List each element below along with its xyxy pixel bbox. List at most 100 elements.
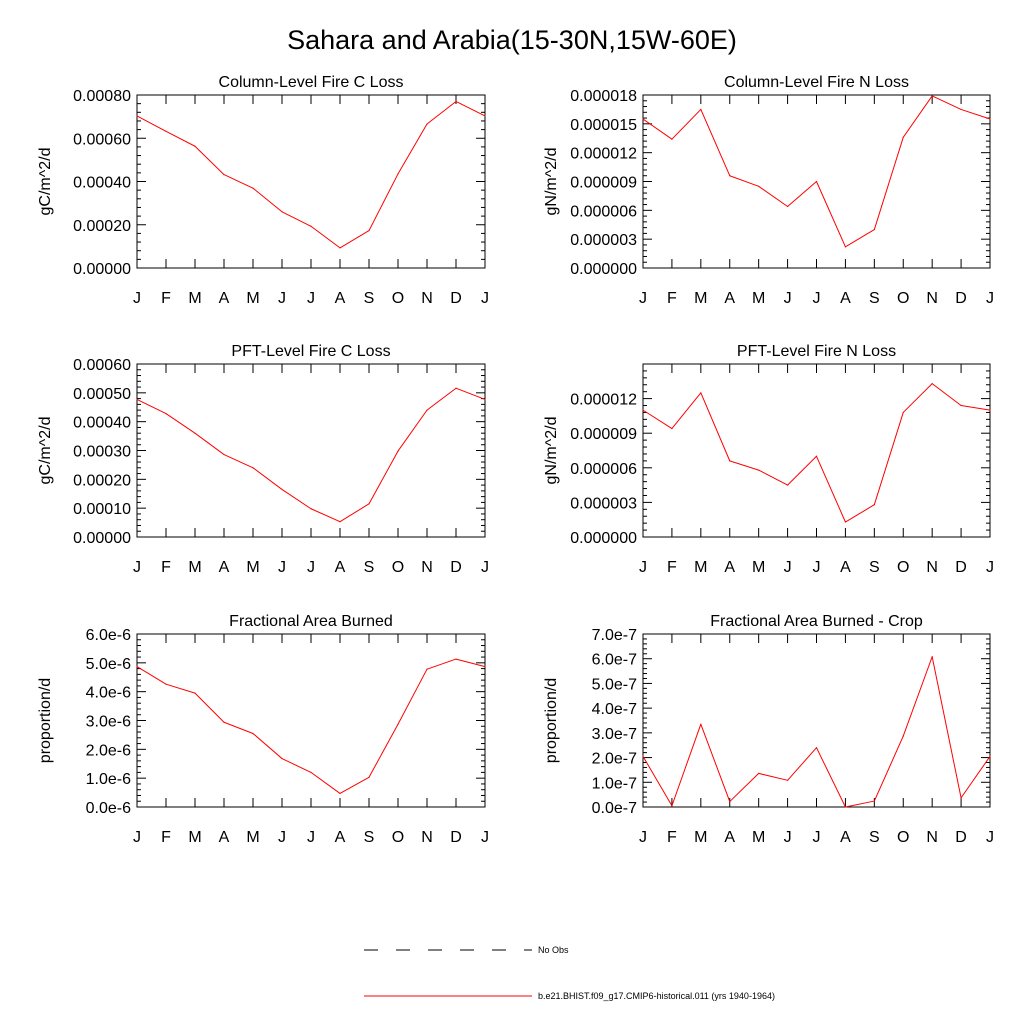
y-tick-label: 0.00020 xyxy=(73,472,131,489)
data-point xyxy=(310,508,312,510)
data-point xyxy=(815,455,818,457)
series-line xyxy=(642,656,991,808)
x-tick-label: J xyxy=(307,290,315,307)
x-tick-label: F xyxy=(667,829,677,846)
x-tick-label: M xyxy=(694,559,707,576)
data-point xyxy=(989,118,991,120)
data-point xyxy=(989,755,991,757)
y-tick-label: 0.00050 xyxy=(73,386,131,403)
x-tick-label: N xyxy=(926,559,938,576)
y-axis-label: gC/m^2/d xyxy=(37,148,54,216)
x-tick-label: M xyxy=(694,290,707,307)
y-tick-label: 0.00040 xyxy=(73,175,131,192)
data-point xyxy=(339,792,341,795)
y-tick-label: 5.0e-7 xyxy=(592,676,637,693)
data-point xyxy=(281,488,283,491)
y-axis-label: gN/m^2/d xyxy=(543,417,560,485)
y-tick-label: 2.0e-7 xyxy=(592,751,637,768)
y-tick-label: 0.0e-7 xyxy=(592,800,637,817)
x-tick-label: N xyxy=(421,290,433,307)
y-tick-label: 1.0e-7 xyxy=(592,775,637,792)
data-point xyxy=(165,412,167,415)
y-tick-label: 0.00080 xyxy=(73,88,131,105)
data-point xyxy=(223,453,225,456)
data-point xyxy=(873,800,875,802)
data-point xyxy=(223,173,225,176)
data-point xyxy=(194,432,196,434)
chart-panel-5: Fractional Area Burned proportion/d 0.0e-6… xyxy=(37,613,489,846)
data-point xyxy=(642,409,644,411)
x-tick-label: M xyxy=(752,559,765,576)
x-tick-label: A xyxy=(335,829,346,846)
y-tick-label: 3.0e-7 xyxy=(592,726,637,743)
x-tick-label: A xyxy=(724,290,735,307)
x-tick-label: M xyxy=(752,829,765,846)
x-tick-label: J xyxy=(481,829,489,846)
data-point xyxy=(642,118,644,120)
x-tick-label: J xyxy=(307,559,315,576)
data-point xyxy=(902,735,904,737)
x-tick-label: J xyxy=(784,559,792,576)
y-tick-label: 1.0e-6 xyxy=(86,771,131,788)
y-axis-label: proportion/d xyxy=(37,678,54,763)
data-point xyxy=(194,692,196,694)
data-point xyxy=(786,779,789,781)
data-point xyxy=(815,180,818,183)
y-tick-label: 6.0e-6 xyxy=(86,627,131,644)
data-point xyxy=(758,469,760,471)
x-tick-label: J xyxy=(639,559,647,576)
x-tick-label: O xyxy=(392,290,404,307)
data-point xyxy=(484,115,486,117)
data-point xyxy=(989,409,991,411)
data-point xyxy=(671,427,673,430)
y-tick-label: 0.000012 xyxy=(570,146,637,163)
x-tick-label: J xyxy=(784,829,792,846)
y-tick-label: 0.000018 xyxy=(570,88,637,105)
y-tick-label: 0.00040 xyxy=(73,415,131,432)
x-tick-label: S xyxy=(869,559,880,576)
plot-frame xyxy=(136,363,486,538)
y-tick-label: 0.000003 xyxy=(570,495,637,512)
chart-panel-1: Column-Level Fire C Loss gC/m^2/d 0.00000 0… xyxy=(37,74,489,307)
y-tick-label: 0.00000 xyxy=(73,261,131,278)
x-tick-label: J xyxy=(639,290,647,307)
data-point xyxy=(786,484,789,486)
x-tick-label: D xyxy=(955,559,967,576)
x-tick-label: O xyxy=(392,559,404,576)
y-tick-label: 0.000006 xyxy=(570,203,637,220)
y-axis-label: gN/m^2/d xyxy=(543,148,560,216)
data-point xyxy=(455,658,457,660)
data-point xyxy=(844,246,847,248)
y-tick-label: 0.0e-6 xyxy=(86,800,131,817)
data-point xyxy=(194,145,196,147)
x-tick-label: M xyxy=(246,829,259,846)
x-tick-label: M xyxy=(752,290,765,307)
data-point xyxy=(310,771,312,774)
x-tick-label: O xyxy=(897,829,909,846)
data-point xyxy=(844,521,847,523)
y-tick-label: 0.000000 xyxy=(570,530,637,547)
x-tick-label: D xyxy=(955,290,967,307)
x-tick-label: A xyxy=(840,290,851,307)
x-tick-label: N xyxy=(926,829,938,846)
plot-frame xyxy=(642,633,991,808)
x-tick-label: J xyxy=(986,559,994,576)
panel-title: Fractional Area Burned xyxy=(229,613,393,630)
data-point xyxy=(136,115,138,117)
data-point xyxy=(815,747,818,749)
data-point xyxy=(844,806,847,808)
x-tick-label: S xyxy=(364,559,375,576)
y-tick-label: 0.000003 xyxy=(570,232,637,249)
plot-frame xyxy=(642,363,991,538)
x-tick-label: J xyxy=(813,829,821,846)
y-tick-label: 4.0e-6 xyxy=(86,685,131,702)
data-point xyxy=(397,723,399,725)
x-tick-label: J xyxy=(481,559,489,576)
data-point xyxy=(368,503,370,505)
data-point xyxy=(484,398,486,401)
data-point xyxy=(700,723,702,725)
data-point xyxy=(960,108,962,111)
x-tick-label: A xyxy=(335,559,346,576)
data-point xyxy=(426,668,428,670)
x-tick-label: M xyxy=(246,559,259,576)
